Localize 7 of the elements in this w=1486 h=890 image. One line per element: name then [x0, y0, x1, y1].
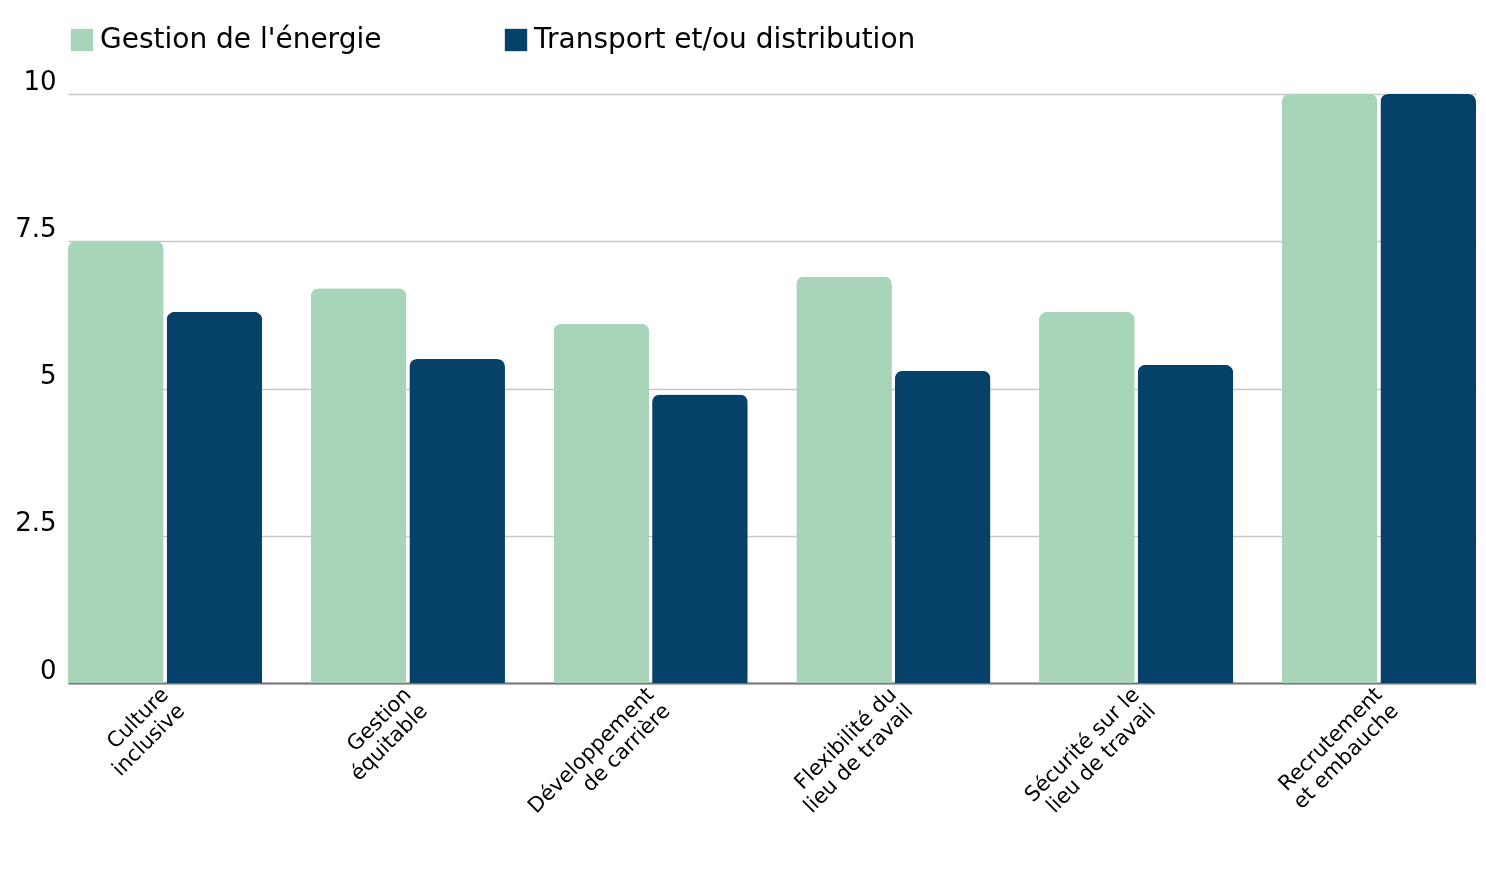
y-tick-label: 7.5 [15, 212, 57, 243]
y-tick-label: 10 [23, 65, 57, 96]
legend-label: Gestion de l'énergie [100, 22, 382, 55]
y-tick-label: 5 [39, 360, 57, 390]
legend-label: Transport et/ou distribution [533, 22, 916, 55]
y-tick-label: 0 [39, 654, 57, 685]
y-tick-label: 2.5 [15, 507, 57, 538]
